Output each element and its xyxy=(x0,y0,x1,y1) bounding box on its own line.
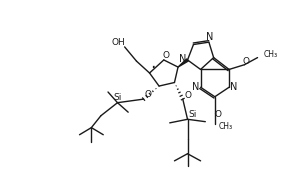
Text: N: N xyxy=(206,32,214,42)
Text: O: O xyxy=(145,90,152,99)
Text: ·: · xyxy=(150,59,156,77)
Text: N: N xyxy=(230,82,237,92)
Text: Si: Si xyxy=(113,93,122,102)
Text: Si: Si xyxy=(188,110,196,119)
Text: O: O xyxy=(163,51,170,60)
Text: CH₃: CH₃ xyxy=(264,49,278,59)
Text: O: O xyxy=(215,110,222,119)
Polygon shape xyxy=(178,59,188,67)
Text: O: O xyxy=(184,91,191,100)
Text: O: O xyxy=(242,57,249,66)
Text: N: N xyxy=(192,82,200,92)
Text: OH: OH xyxy=(112,38,126,47)
Text: CH₃: CH₃ xyxy=(218,122,232,131)
Text: N: N xyxy=(179,54,187,64)
